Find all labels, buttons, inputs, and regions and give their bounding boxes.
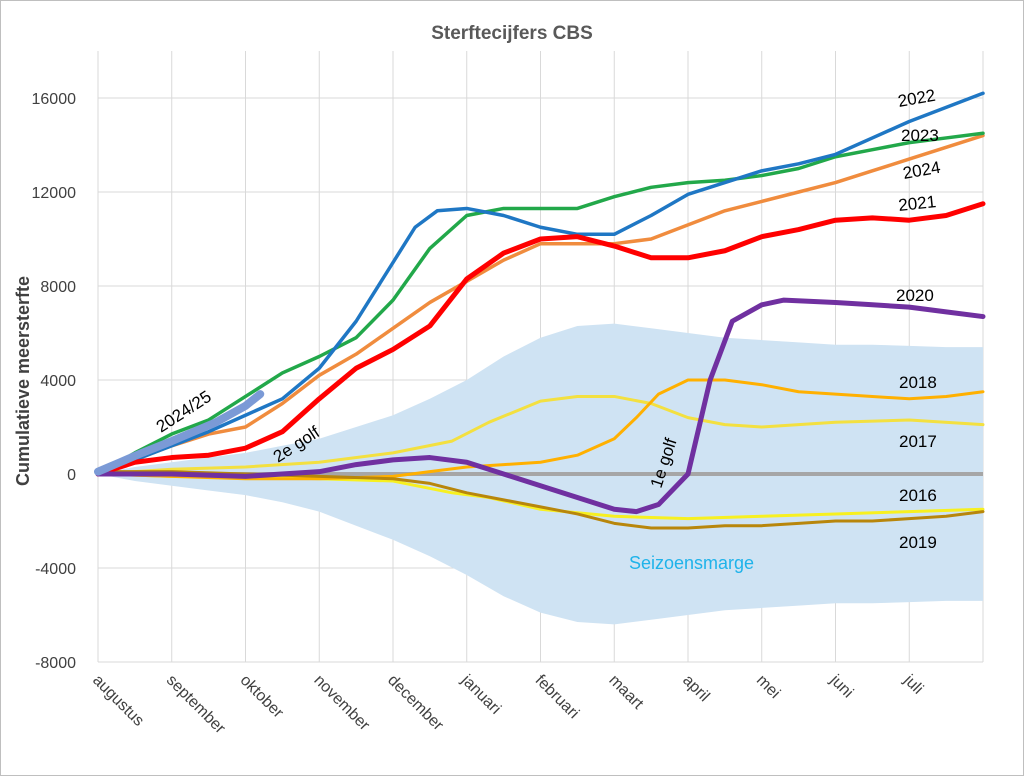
x-tick-label: januari — [457, 671, 504, 718]
x-tick-label: juni — [826, 671, 856, 701]
series-label-2016: 2016 — [899, 486, 937, 505]
y-tick-label: 0 — [67, 467, 76, 484]
series-label-2020: 2020 — [896, 286, 934, 305]
series-label-2022: 2022 — [896, 86, 937, 111]
series-line-2024 — [96, 133, 985, 476]
x-tick-label: oktober — [237, 672, 287, 722]
x-tick-label: augustus — [89, 672, 147, 730]
x-ticks: augustus september oktober november december… — [89, 671, 926, 738]
series-line-2024-25 — [94, 390, 265, 476]
x-tick-label: september — [163, 672, 229, 738]
x-tick-label: juli — [900, 671, 927, 698]
y-axis-label: Cumulatieve meersterfte — [13, 276, 33, 486]
y-tick-label: 16000 — [32, 91, 77, 108]
series-line-2021 — [95, 201, 986, 477]
y-ticks: 16000 12000 8000 4000 0 -4000 -8000 — [32, 91, 77, 672]
series-label-2023: 2023 — [901, 126, 939, 145]
series-label-2021: 2021 — [897, 192, 937, 215]
series-label-2018: 2018 — [899, 373, 937, 392]
series-line-2023 — [96, 131, 985, 476]
series-label-2017: 2017 — [899, 432, 937, 451]
series-line-2017 — [96, 394, 985, 476]
x-tick-label: december — [384, 672, 447, 735]
series-labels: 2022202320242021202020182017201620192024… — [153, 86, 942, 573]
series-line-2022 — [96, 91, 985, 476]
y-tick-label: 8000 — [40, 279, 76, 296]
x-tick-label: februari — [532, 672, 582, 722]
x-tick-label: november — [310, 672, 373, 735]
series-layer — [94, 91, 986, 530]
series-line-2019 — [96, 470, 985, 530]
y-tick-label: 12000 — [32, 185, 77, 202]
y-tick-label: -8000 — [35, 655, 76, 672]
annotation-seizoensmarge: Seizoensmarge — [629, 553, 754, 573]
x-tick-label: april — [679, 672, 712, 705]
chart-title: Sterftecijfers CBS — [431, 23, 593, 44]
series-label-2019: 2019 — [899, 533, 937, 552]
y-tick-label: 4000 — [40, 373, 76, 390]
y-tick-label: -4000 — [35, 561, 76, 578]
x-tick-label: maart — [605, 672, 646, 713]
x-tick-label: mei — [753, 672, 783, 702]
series-line-2020 — [95, 297, 986, 515]
